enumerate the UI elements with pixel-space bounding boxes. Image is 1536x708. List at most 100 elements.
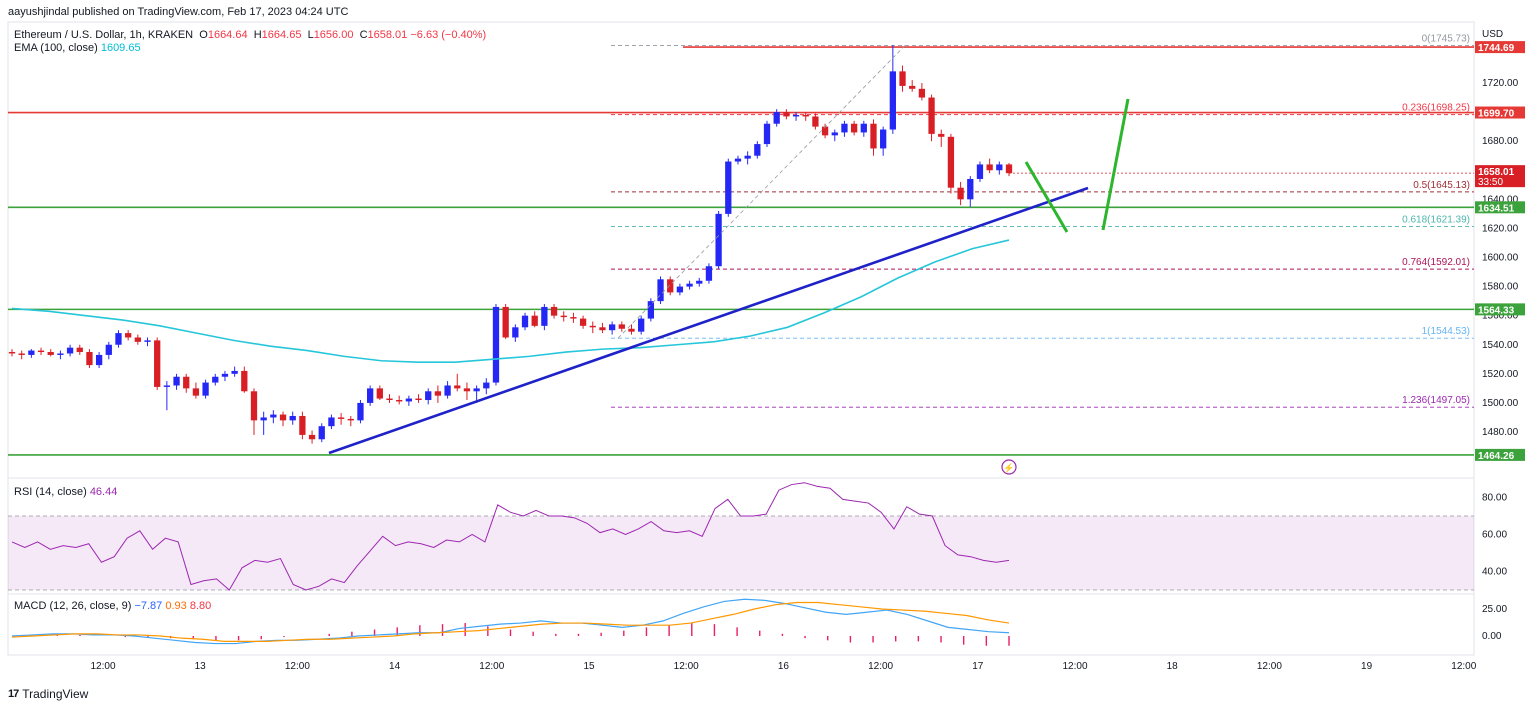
x-tick-label: 13: [195, 661, 207, 672]
candle-body: [241, 370, 248, 392]
candle-body: [754, 144, 761, 156]
y-tick-label: 1580.00: [1482, 282, 1519, 293]
candle-body: [957, 187, 964, 200]
y-tick-label: 1540.00: [1482, 340, 1519, 351]
candle-body: [763, 123, 771, 145]
x-tick-label: 16: [778, 661, 790, 672]
forecast-up-line: [1101, 98, 1130, 231]
fib-label-0.5: 0.5(1645.13): [1413, 180, 1470, 191]
y-tick-label: 1720.00: [1482, 78, 1519, 89]
candle-body: [202, 382, 209, 396]
candle-body: [579, 318, 587, 326]
x-tick-label: 12:00: [1062, 661, 1087, 672]
candle-body: [967, 178, 974, 200]
candle-body: [831, 132, 838, 136]
candle-body: [899, 71, 906, 86]
candle-body: [976, 164, 984, 179]
candle-body: [289, 416, 296, 421]
candle-body: [86, 352, 93, 366]
candle-body: [66, 347, 74, 354]
ohlc-high: H1664.65: [253, 29, 302, 41]
candle-body: [95, 354, 103, 366]
candle-body: [366, 388, 374, 403]
lightning-icon: [1001, 459, 1017, 475]
y-tick-label: 1560.00: [1482, 311, 1519, 322]
candle-body: [773, 112, 780, 124]
tradingview-logo-icon: 17: [8, 688, 19, 700]
macd-tick-label: 25.00: [1482, 604, 1507, 615]
candle-body: [221, 373, 229, 377]
x-tick-label: 18: [1167, 661, 1179, 672]
y-tick-label: 1500.00: [1482, 398, 1519, 409]
candle-body: [415, 398, 422, 401]
lightning-glyph: ⚡: [1003, 462, 1014, 474]
fib-label-0.618: 0.618(1621.39): [1402, 214, 1470, 225]
candle-body: [860, 123, 867, 133]
last-price-tag: [1475, 165, 1525, 188]
candle-body: [889, 71, 896, 130]
currency-label: USD: [1482, 29, 1503, 40]
symbol-name: Ethereum / U.S. Dollar, 1h, KRAKEN: [14, 29, 194, 41]
candle-body: [744, 155, 751, 159]
candle-body: [918, 88, 926, 98]
y-tick-label: 1520.00: [1482, 369, 1519, 380]
trendline: [328, 186, 1089, 455]
candle-body: [502, 306, 509, 338]
ohlc-close: C1658.01: [359, 29, 408, 41]
candle-body: [463, 388, 471, 392]
candle-body: [783, 112, 790, 117]
symbol-ohlc-line: Ethereum / U.S. Dollar, 1h, KRAKEN O1664…: [14, 29, 486, 41]
candle-body: [521, 315, 529, 328]
candle-body: [560, 315, 567, 318]
x-tick-label: 12:00: [1257, 661, 1282, 672]
ohlc-change: −6.63 (−0.40%): [410, 29, 487, 41]
candle-body: [454, 385, 461, 389]
candle-body: [986, 164, 993, 171]
candle-body: [473, 388, 480, 392]
candle-body: [396, 400, 403, 402]
x-tick-label: 12:00: [868, 661, 893, 672]
resistance-price-tag: [1475, 106, 1525, 119]
fib-label-0.764: 0.764(1592.01): [1402, 257, 1470, 268]
ohlc-open: O1664.64: [199, 29, 248, 41]
candle-body: [715, 213, 722, 267]
candle-body: [676, 286, 684, 293]
y-tick-label: 1640.00: [1482, 194, 1519, 205]
macd-legend: MACD (12, 26, close, 9) −7.87 0.93 8.80: [14, 600, 211, 612]
candle-body: [589, 325, 596, 328]
support-price-label: 1564.33: [1478, 305, 1515, 316]
candle-body: [870, 123, 877, 149]
rsi-line: [11, 482, 1010, 591]
candle-body: [812, 116, 819, 127]
candle-body: [483, 382, 490, 389]
candle-body: [125, 333, 132, 338]
x-tick-label: 12:00: [90, 661, 115, 672]
candle-body: [531, 315, 538, 326]
candle-body: [638, 318, 645, 332]
support-price-tag: [1475, 303, 1525, 316]
fib-label-0: 0(1745.73): [1422, 34, 1470, 45]
countdown-label: 33:50: [1478, 177, 1503, 188]
candle-body: [405, 398, 413, 402]
support-price-label: 1464.26: [1478, 451, 1515, 462]
candle-body: [792, 114, 800, 117]
candle-body: [686, 283, 693, 287]
forecast-down-line: [1024, 161, 1069, 233]
last-price-label: 1658.01: [1478, 167, 1515, 178]
x-tick-label: 12:00: [674, 661, 699, 672]
macd-tick-label: 0.00: [1482, 631, 1502, 642]
candle-body: [928, 97, 935, 134]
candle-body: [270, 414, 277, 418]
x-tick-label: 15: [583, 661, 595, 672]
x-tick-label: 12:00: [285, 661, 310, 672]
candle-body: [231, 370, 238, 374]
candle-body: [163, 385, 171, 387]
rsi-tick-label: 40.00: [1482, 567, 1507, 578]
x-tick-label: 12:00: [1451, 661, 1476, 672]
candle-body: [376, 388, 383, 399]
candle-body: [880, 129, 887, 149]
candle-body: [115, 333, 122, 345]
candle-body: [444, 385, 451, 396]
candle-body: [512, 327, 519, 338]
support-price-tag: [1475, 448, 1525, 461]
